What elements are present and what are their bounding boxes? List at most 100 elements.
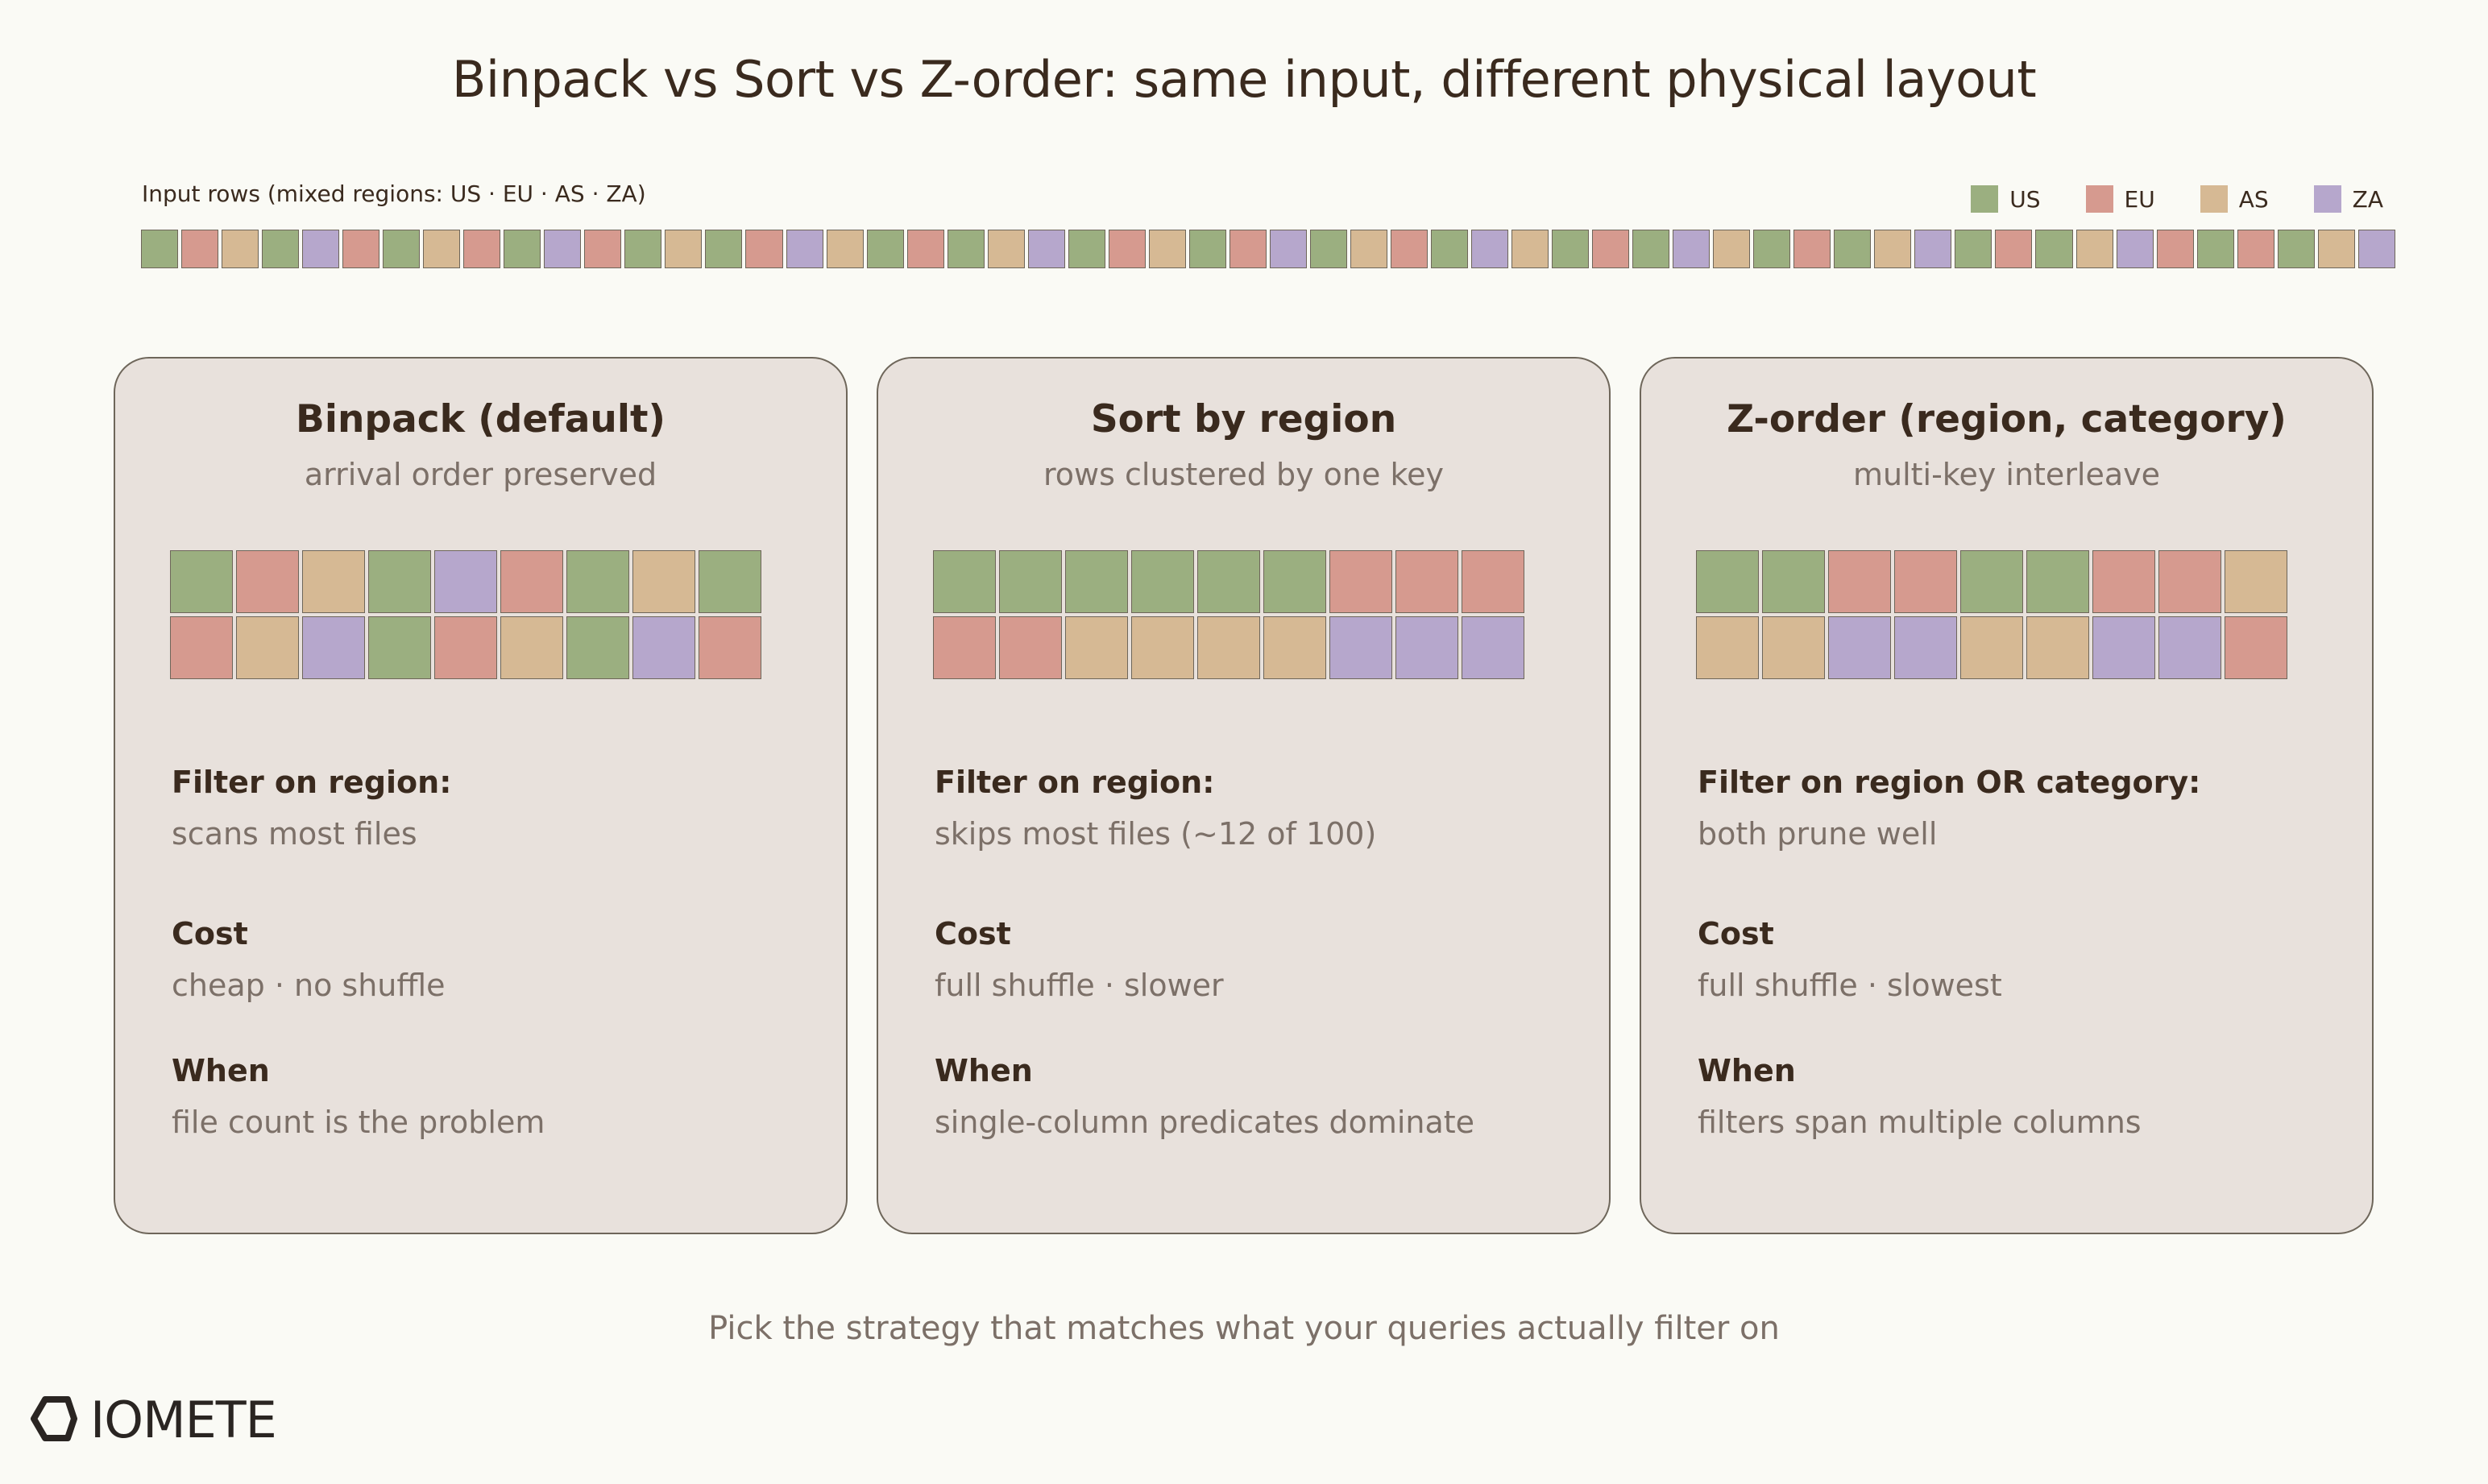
input-rows-strip — [141, 230, 2395, 270]
input-row-cell-us — [705, 230, 743, 268]
file-cell-za — [632, 616, 695, 679]
file-layout-grid — [1696, 550, 2287, 679]
file-layout-grid — [170, 550, 761, 679]
page-title: Binpack vs Sort vs Z-order: same input, … — [451, 50, 2037, 109]
input-row-cell-as — [423, 230, 461, 268]
file-cell-eu — [236, 550, 299, 613]
input-row-cell-eu — [1229, 230, 1267, 268]
input-rows-label: Input rows (mixed regions: US · EU · AS … — [142, 180, 646, 207]
file-cell-us — [368, 550, 431, 613]
legend-label-eu: EU — [2124, 185, 2155, 213]
file-cell-za — [1828, 616, 1891, 679]
cost-section: Cost full shuffle · slower — [935, 916, 1224, 1003]
file-cell-eu — [2092, 550, 2155, 613]
input-row-cell-us — [383, 230, 421, 268]
file-cell-za — [1395, 616, 1458, 679]
file-cell-eu — [1894, 550, 1957, 613]
section-text: skips most files (~12 of 100) — [935, 816, 1377, 852]
input-row-cell-us — [947, 230, 985, 268]
when-section: When file count is the problem — [172, 1053, 545, 1140]
file-cell-eu — [1828, 550, 1891, 613]
hexagon-logo-icon — [31, 1395, 77, 1445]
input-row-cell-za — [1027, 230, 1065, 268]
input-row-cell-us — [1188, 230, 1226, 268]
section-heading: Cost — [172, 916, 248, 951]
input-row-cell-eu — [342, 230, 380, 268]
input-row-cell-as — [665, 230, 703, 268]
filter-section: Filter on region: scans most files — [172, 765, 451, 852]
input-row-cell-as — [1148, 230, 1186, 268]
input-row-cell-za — [1269, 230, 1307, 268]
input-row-cell-us — [1632, 230, 1670, 268]
file-cell-za — [1329, 616, 1392, 679]
file-cell-eu — [933, 616, 996, 679]
file-cell-as — [500, 616, 563, 679]
legend-swatch-as — [2200, 185, 2228, 213]
section-text: scans most files — [172, 816, 417, 852]
input-row-cell-za — [2116, 230, 2154, 268]
input-row-cell-za — [1673, 230, 1710, 268]
file-cell-us — [1065, 550, 1128, 613]
when-section: When single-column predicates dominate — [935, 1053, 1474, 1140]
file-layout-grid — [933, 550, 1524, 679]
file-cell-as — [1762, 616, 1825, 679]
filter-section: Filter on region OR category: both prune… — [1698, 765, 2200, 852]
input-row-cell-as — [1350, 230, 1387, 268]
legend-swatch-us — [1971, 185, 1999, 213]
file-cell-us — [1197, 550, 1260, 613]
file-cell-eu — [999, 616, 1062, 679]
input-row-cell-as — [2075, 230, 2113, 268]
file-cell-as — [1263, 616, 1326, 679]
file-cell-eu — [1395, 550, 1458, 613]
input-row-cell-us — [866, 230, 904, 268]
card-subtitle: multi-key interleave — [1852, 457, 2161, 492]
input-row-cell-us — [1955, 230, 1992, 268]
input-row-cell-eu — [463, 230, 501, 268]
file-cell-as — [1960, 616, 2023, 679]
file-cell-eu — [434, 616, 497, 679]
file-cell-as — [1197, 616, 1260, 679]
input-row-cell-za — [1471, 230, 1509, 268]
file-cell-us — [566, 550, 629, 613]
section-heading: Filter on region OR category: — [1698, 765, 2201, 800]
file-cell-eu — [1462, 550, 1524, 613]
input-row-cell-eu — [1390, 230, 1428, 268]
file-cell-us — [1762, 550, 1825, 613]
input-row-cell-as — [1874, 230, 1912, 268]
file-cell-as — [236, 616, 299, 679]
file-cell-as — [2026, 616, 2089, 679]
file-cell-za — [434, 550, 497, 613]
file-cell-eu — [1329, 550, 1392, 613]
file-cell-za — [1462, 616, 1524, 679]
legend-item-eu: EU — [2085, 185, 2155, 213]
input-row-cell-eu — [1995, 230, 2033, 268]
cost-section: Cost full shuffle · slowest — [1698, 916, 2002, 1003]
input-row-cell-eu — [906, 230, 944, 268]
legend-label-as: AS — [2238, 185, 2269, 213]
legend-label-za: ZA — [2352, 185, 2383, 213]
section-text: file count is the problem — [172, 1105, 545, 1140]
file-cell-eu — [699, 616, 761, 679]
card-binpack: Binpack (default) arrival order preserve… — [114, 357, 848, 1234]
input-row-cell-us — [1753, 230, 1791, 268]
file-cell-us — [170, 550, 233, 613]
section-heading: When — [1698, 1053, 1796, 1088]
card-zorder: Z-order (region, category) multi-key int… — [1640, 357, 2374, 1234]
input-row-cell-za — [1914, 230, 1952, 268]
legend-item-as: AS — [2200, 185, 2269, 213]
input-row-cell-eu — [1793, 230, 1831, 268]
file-cell-as — [1696, 616, 1759, 679]
card-title: Z-order (region, category) — [1727, 397, 2287, 441]
section-heading: Cost — [935, 916, 1011, 951]
file-cell-eu — [500, 550, 563, 613]
input-row-cell-us — [262, 230, 300, 268]
footer-caption: Pick the strategy that matches what your… — [708, 1310, 1780, 1347]
file-cell-us — [1263, 550, 1326, 613]
file-cell-us — [1960, 550, 2023, 613]
input-row-cell-as — [1511, 230, 1549, 268]
brand-logo: IOMETE — [31, 1391, 277, 1449]
file-cell-us — [699, 550, 761, 613]
card-title: Sort by region — [1090, 397, 1397, 441]
card-sort: Sort by region rows clustered by one key… — [877, 357, 1611, 1234]
input-row-cell-za — [786, 230, 823, 268]
